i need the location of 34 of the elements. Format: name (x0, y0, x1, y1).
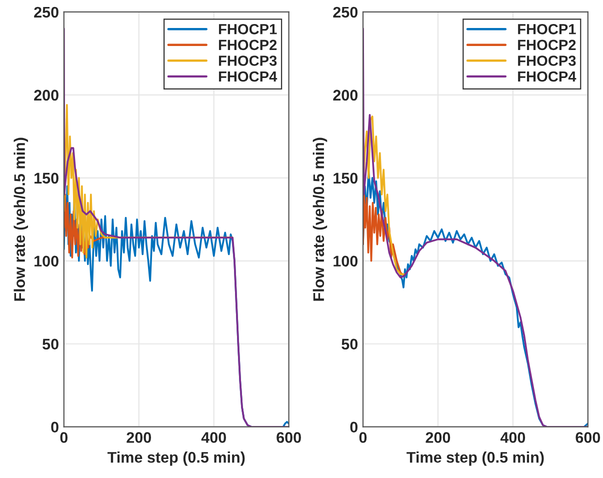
x-tick-label: 600 (576, 432, 600, 443)
x-tick-label: 400 (201, 432, 226, 443)
y-tick-label: 50 (342, 338, 358, 350)
line-series (363, 194, 406, 277)
y-tick-label: 150 (334, 172, 358, 184)
y-tick-label: 150 (34, 172, 58, 184)
x-tick-label: 600 (276, 432, 301, 443)
y-axis-title: Flow rate (veh/0.5 min) (14, 138, 28, 301)
y-tick-label: 50 (42, 338, 58, 350)
x-tick-label: 0 (359, 432, 367, 443)
line-series (363, 116, 406, 276)
legend-label: FHOCP1 (518, 24, 576, 34)
y-tick-label: 0 (350, 422, 358, 433)
x-tick-label: 200 (126, 432, 152, 443)
legend-label: FHOCP2 (518, 40, 576, 50)
x-tick-label: 0 (60, 432, 68, 443)
x-tick-label: 400 (500, 432, 526, 443)
y-tick-label: 250 (34, 6, 58, 18)
y-tick-label: 0 (51, 422, 58, 433)
y-tick-label: 250 (333, 6, 358, 18)
y-tick-label: 100 (34, 256, 58, 267)
x-axis-title: Time step (0.5 min) (406, 452, 544, 466)
y-tick-label: 200 (333, 90, 358, 101)
y-tick-label: 200 (34, 90, 58, 101)
x-tick-label: 200 (426, 432, 450, 443)
x-axis-title: Time step (0.5 min) (107, 452, 245, 466)
legend-label: FHOCP3 (518, 56, 576, 66)
legend-label: FHOCP4 (518, 71, 576, 82)
legend-label: FHOCP3 (218, 56, 277, 66)
y-axis-title: Flow rate (veh/0.5 min) (312, 138, 328, 301)
legend-label: FHOCP4 (218, 71, 278, 82)
legend-label: FHOCP2 (218, 40, 277, 50)
y-tick-label: 100 (334, 256, 358, 267)
legend-label: FHOCP1 (218, 24, 277, 34)
